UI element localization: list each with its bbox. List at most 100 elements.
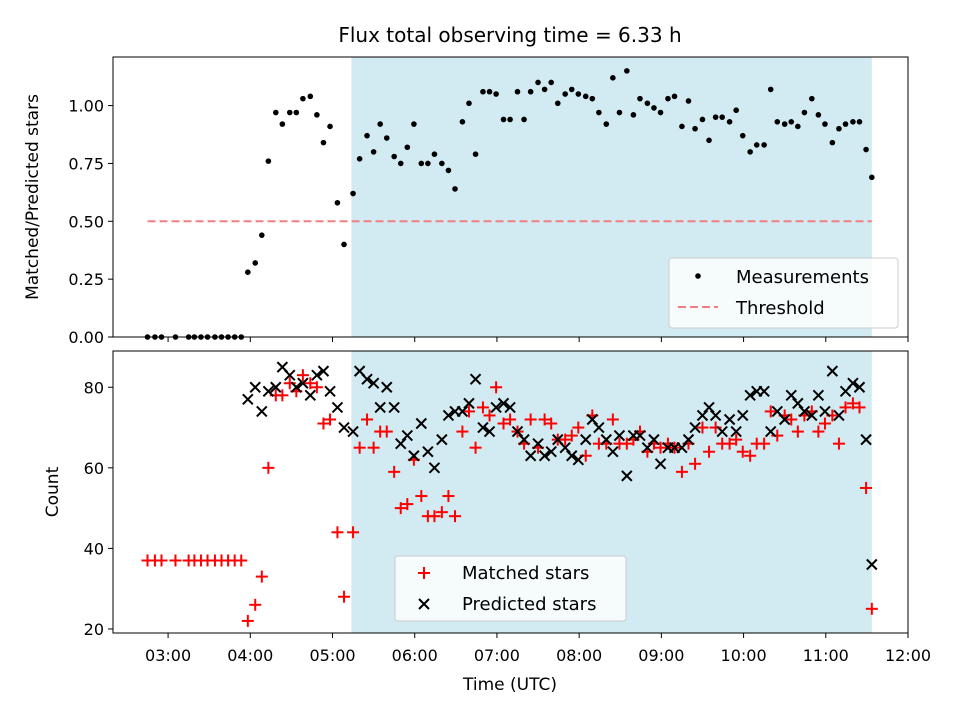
predicted-star-point [311,369,323,381]
threshold-legend-label: Threshold [735,298,825,319]
predicted-star-point [469,373,482,385]
measurement-point [350,190,356,197]
predicted-star-point [723,413,736,426]
measurement-point [364,132,370,139]
measurement-point [327,123,333,130]
predicted-star-point [634,429,646,442]
predicted-star-point [853,381,866,393]
measurement-point [869,174,875,181]
matched-star-point [846,397,859,410]
measurement-point [265,158,272,164]
bottom-x-tick-label: 11:00 [803,646,849,665]
top-y-axis-label: Matched/Predicted stars [23,94,43,300]
measurement-point [286,109,293,116]
measurement-point [616,109,623,116]
matched-star-point [469,441,482,454]
measurement-point [535,79,541,86]
measurement-point [671,93,678,100]
measurement-point [431,151,438,157]
measurement-point [822,121,828,127]
matched-star-point [675,465,688,478]
matched-star-point [310,381,323,394]
predicted-star-point [415,417,428,430]
measurement-point [575,91,582,97]
measurement-point [651,105,657,111]
predicted-star-point [689,421,701,434]
matched-stars-legend-marker [418,567,430,579]
measurement-point [445,167,452,174]
matched-star-point [497,417,510,430]
predicted-star-point [262,385,275,397]
top-y-tick-label: 1.00 [68,97,104,116]
matched-star-point [764,405,777,418]
predicted-star-point [361,373,373,385]
predicted-star-point [566,450,578,462]
predicted-star-point [524,450,537,462]
matched-star-point [435,506,448,519]
measurement-point [699,116,706,123]
matched-star-point [428,510,441,523]
matched-star-point [367,441,380,454]
measurement-point [272,109,279,116]
matched-stars-legend-label: Matched stars [462,563,589,584]
matched-star-point [606,413,619,426]
matched-star-point [744,449,757,462]
matched-star-point [155,554,168,567]
measurement-point [815,112,822,118]
matched-star-point [620,437,633,450]
matched-star-point [353,441,366,454]
measurement-point [829,139,836,146]
matched-star-point [565,429,578,442]
measurement-point [252,260,259,266]
measurement-point [541,86,548,93]
matched-star-point [338,590,351,603]
predicted-star-point [297,377,309,389]
predicted-star-point [798,405,811,418]
matched-star-point [559,433,572,446]
matched-star-point [380,425,393,438]
matched-star-point [331,526,344,539]
predicted-star-point [696,409,709,422]
measurement-point [801,109,808,116]
matched-star-point [812,425,825,438]
predicted-star-point [497,397,510,410]
measurement-point [774,118,781,125]
predicted-star-point [442,409,455,422]
matched-star-point [169,554,182,567]
predicted-star-point [518,433,530,446]
measurement-point [411,121,417,127]
bottom-x-tick-label: 08:00 [556,646,602,665]
bottom-y-tick-label: 80 [84,378,104,397]
matched-star-point [736,445,749,458]
predicted-star-point [324,385,336,397]
predicted-star-point [833,409,845,422]
measurement-point [630,112,637,118]
measurement-point [452,186,458,192]
matched-star-point [442,490,455,503]
predicted-star-point [812,389,825,402]
matched-star-point [361,413,374,426]
matched-star-point [839,401,852,414]
predicted-star-point [703,401,715,414]
predicted-star-point [408,450,420,462]
matched-star-point [241,614,254,627]
matched-star-point [415,490,428,503]
predicted-star-point [648,433,660,446]
matched-star-point [723,437,736,450]
matched-star-point [860,481,873,494]
measurement-point [307,93,314,100]
predicted-star-point [483,425,496,438]
predicted-star-point [511,425,524,438]
matched-star-point [388,465,401,478]
measurement-point [527,88,534,95]
bottom-x-tick-label: 07:00 [474,646,520,665]
predicted-star-point [758,385,770,397]
predicted-star-point [284,369,296,381]
predicted-star-point [331,401,344,414]
top-y-axis-ticks: 0.00 0.25 0.50 0.75 1.00 [68,97,113,347]
measurement-point [493,91,499,97]
measurement-point [404,144,411,151]
bottom-x-axis-ticks: 03:00 04:00 05:00 06:00 07:00 08:00 09:00 10:00… [145,633,931,665]
predicted-star-point [538,450,551,462]
